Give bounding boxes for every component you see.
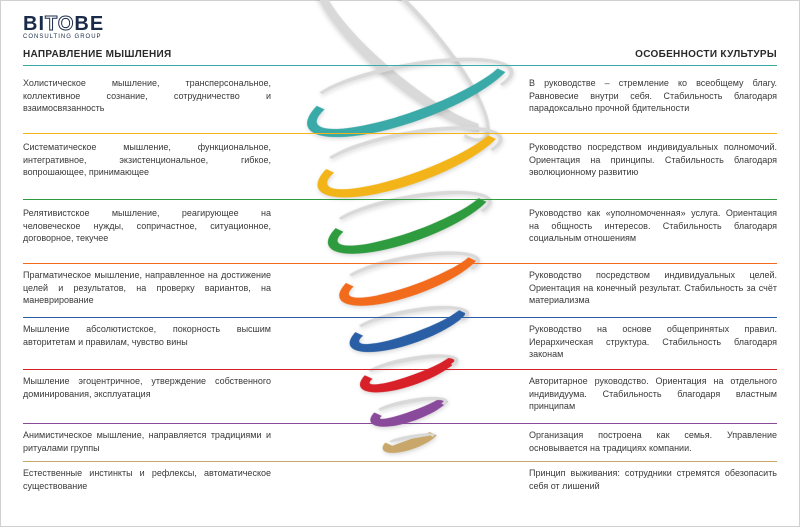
thinking-direction-text: Мышление эгоцентричное, утверждение собс… bbox=[23, 375, 271, 400]
spiral-ring bbox=[297, 21, 526, 156]
separator-line bbox=[23, 65, 777, 66]
separator-line bbox=[23, 369, 777, 370]
spiral-ring bbox=[332, 224, 491, 319]
culture-feature-text: Руководство на основе общепринятых прави… bbox=[529, 323, 777, 361]
thinking-direction-text: Естественные инстинкты и рефлексы, автом… bbox=[23, 467, 271, 492]
culture-feature-text: Организация построена как семья. Управле… bbox=[529, 429, 777, 454]
separator-line bbox=[23, 423, 777, 424]
separator-line bbox=[23, 461, 777, 462]
thinking-direction-text: Холистическое мышление, трансперсонально… bbox=[23, 77, 271, 115]
thinking-direction-text: Систематическое мышление, функциональное… bbox=[23, 141, 271, 179]
spiral-ring bbox=[379, 419, 442, 458]
culture-feature-text: Руководство как «уполномоченная» услуга.… bbox=[529, 207, 777, 245]
culture-feature-text: В руководстве – стремление ко всеобщему … bbox=[529, 77, 777, 115]
separator-line bbox=[23, 317, 777, 318]
spiral-ring bbox=[308, 93, 514, 215]
left-column-header: НАПРАВЛЕНИЕ МЫШЛЕНИЯ bbox=[23, 49, 171, 60]
brand-line2: CONSULTING GROUP bbox=[23, 34, 104, 40]
separator-line bbox=[23, 133, 777, 134]
separator-line bbox=[23, 199, 777, 200]
culture-feature-text: Принцип выживания: сотрудники стремятся … bbox=[529, 467, 777, 492]
separator-line bbox=[23, 263, 777, 264]
thinking-direction-text: Релятивистское мышление, реагирующее на … bbox=[23, 207, 271, 245]
right-column-header: ОСОБЕННОСТИ КУЛЬТУРЫ bbox=[635, 49, 777, 60]
spiral-ring bbox=[354, 334, 467, 403]
spiral-ring bbox=[319, 160, 502, 269]
thinking-direction-text: Мышление абсолютистское, покорность высш… bbox=[23, 323, 271, 348]
culture-feature-text: Авторитарное руководство. Ориентация на … bbox=[529, 375, 777, 413]
thinking-direction-text: Прагматическое мышление, направленное на… bbox=[23, 269, 271, 307]
spiral-ring bbox=[366, 379, 456, 435]
brand-logo: BITOBE CONSULTING GROUP bbox=[23, 13, 104, 40]
spiral-funnel bbox=[281, 51, 541, 511]
culture-feature-text: Руководство посредством индивидуальных п… bbox=[529, 141, 777, 179]
brand-line1: BITOBE bbox=[23, 13, 104, 36]
thinking-direction-text: Анимистическое мышление, направляется тр… bbox=[23, 429, 271, 454]
culture-feature-text: Руководство посредством индивидуальных ц… bbox=[529, 269, 777, 307]
spiral-ring bbox=[343, 282, 479, 364]
